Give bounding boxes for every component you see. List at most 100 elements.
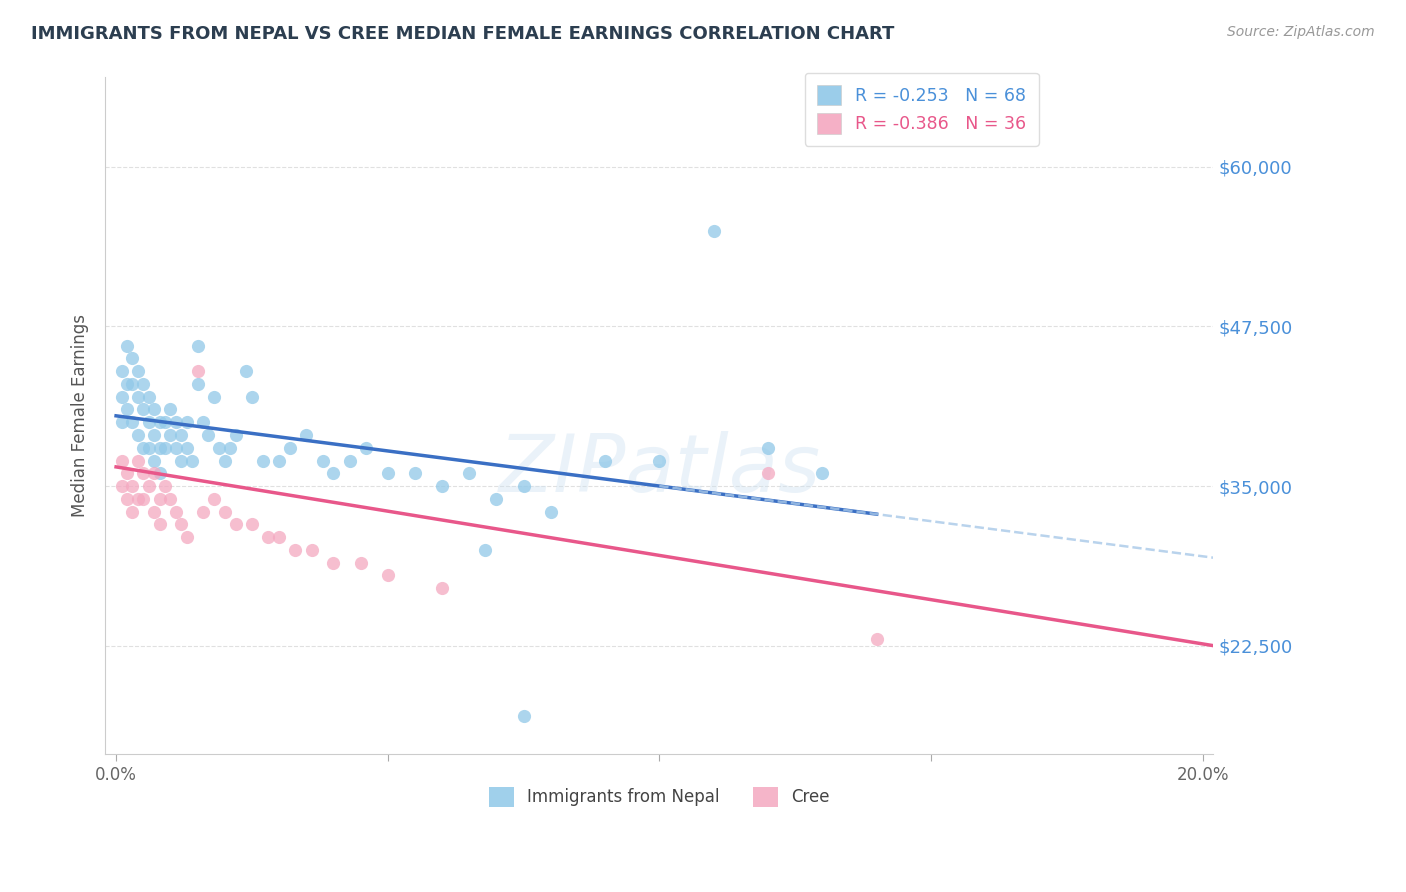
Point — [143, 505, 166, 519]
Point — [148, 467, 170, 481]
Point — [240, 517, 263, 532]
Point — [512, 479, 534, 493]
Point — [284, 542, 307, 557]
Point — [252, 453, 274, 467]
Point — [110, 364, 132, 378]
Point — [153, 441, 176, 455]
Point — [191, 505, 214, 519]
Point — [165, 505, 187, 519]
Point — [132, 376, 155, 391]
Point — [153, 415, 176, 429]
Point — [430, 479, 453, 493]
Text: Source: ZipAtlas.com: Source: ZipAtlas.com — [1227, 25, 1375, 39]
Point — [278, 441, 301, 455]
Point — [110, 479, 132, 493]
Point — [138, 479, 160, 493]
Point — [458, 467, 481, 481]
Point — [170, 453, 193, 467]
Point — [593, 453, 616, 467]
Point — [148, 491, 170, 506]
Point — [176, 415, 198, 429]
Point — [225, 517, 247, 532]
Point — [170, 517, 193, 532]
Point — [170, 428, 193, 442]
Point — [115, 338, 138, 352]
Point — [110, 390, 132, 404]
Point — [208, 441, 231, 455]
Point — [115, 491, 138, 506]
Point — [648, 453, 671, 467]
Point — [197, 428, 219, 442]
Point — [138, 390, 160, 404]
Point — [143, 453, 166, 467]
Point — [267, 530, 290, 544]
Point — [121, 376, 143, 391]
Point — [474, 542, 496, 557]
Point — [267, 453, 290, 467]
Point — [295, 428, 318, 442]
Point — [404, 467, 426, 481]
Y-axis label: Median Female Earnings: Median Female Earnings — [72, 314, 89, 517]
Point — [127, 491, 149, 506]
Point — [756, 467, 779, 481]
Point — [187, 364, 209, 378]
Text: IMMIGRANTS FROM NEPAL VS CREE MEDIAN FEMALE EARNINGS CORRELATION CHART: IMMIGRANTS FROM NEPAL VS CREE MEDIAN FEM… — [31, 25, 894, 43]
Point — [159, 428, 181, 442]
Point — [148, 441, 170, 455]
Point — [121, 479, 143, 493]
Point — [181, 453, 204, 467]
Legend: Immigrants from Nepal, Cree: Immigrants from Nepal, Cree — [482, 780, 837, 814]
Point — [132, 441, 155, 455]
Point — [165, 441, 187, 455]
Point — [187, 376, 209, 391]
Point — [115, 467, 138, 481]
Point — [115, 402, 138, 417]
Point — [143, 428, 166, 442]
Point — [377, 568, 399, 582]
Point — [257, 530, 280, 544]
Point — [322, 556, 344, 570]
Point — [703, 224, 725, 238]
Point — [240, 390, 263, 404]
Point — [121, 505, 143, 519]
Point — [176, 530, 198, 544]
Point — [159, 491, 181, 506]
Point — [165, 415, 187, 429]
Point — [339, 453, 361, 467]
Point — [121, 351, 143, 366]
Point — [349, 556, 371, 570]
Point — [866, 632, 889, 647]
Point — [176, 441, 198, 455]
Point — [121, 415, 143, 429]
Point — [354, 441, 377, 455]
Point — [311, 453, 333, 467]
Point — [214, 453, 236, 467]
Point — [377, 467, 399, 481]
Point — [485, 491, 508, 506]
Point — [143, 402, 166, 417]
Point — [756, 441, 779, 455]
Point — [430, 581, 453, 595]
Point — [148, 415, 170, 429]
Point — [322, 467, 344, 481]
Point — [187, 338, 209, 352]
Point — [512, 709, 534, 723]
Point — [159, 402, 181, 417]
Point — [132, 491, 155, 506]
Point — [225, 428, 247, 442]
Point — [138, 415, 160, 429]
Point — [132, 467, 155, 481]
Point — [127, 364, 149, 378]
Point — [301, 542, 323, 557]
Point — [235, 364, 257, 378]
Point — [219, 441, 242, 455]
Point — [202, 390, 225, 404]
Point — [202, 491, 225, 506]
Point — [127, 390, 149, 404]
Point — [143, 467, 166, 481]
Point — [110, 415, 132, 429]
Point — [127, 453, 149, 467]
Point — [811, 467, 834, 481]
Point — [132, 402, 155, 417]
Point — [110, 453, 132, 467]
